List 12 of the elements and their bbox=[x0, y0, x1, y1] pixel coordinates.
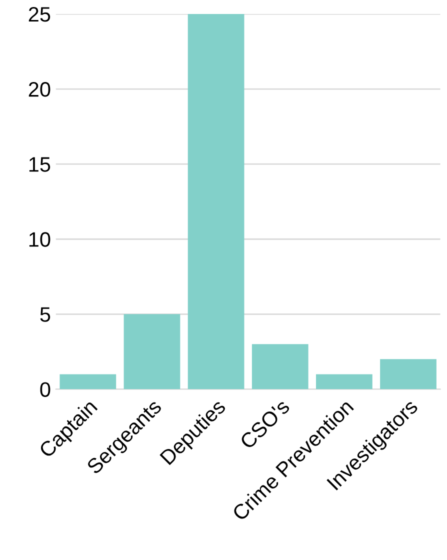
bar bbox=[60, 374, 116, 390]
bar bbox=[252, 344, 308, 390]
bar bbox=[124, 314, 180, 390]
y-tick-label: 15 bbox=[29, 157, 50, 172]
y-tick-label: 5 bbox=[40, 307, 50, 322]
y-tick-label: 25 bbox=[28, 7, 50, 22]
y-tick-label: 0 bbox=[40, 382, 50, 397]
y-tick-label: 10 bbox=[29, 232, 50, 247]
y-tick-label: 20 bbox=[28, 82, 50, 97]
bar bbox=[188, 14, 244, 390]
bar bbox=[380, 359, 436, 390]
bar bbox=[316, 374, 372, 390]
